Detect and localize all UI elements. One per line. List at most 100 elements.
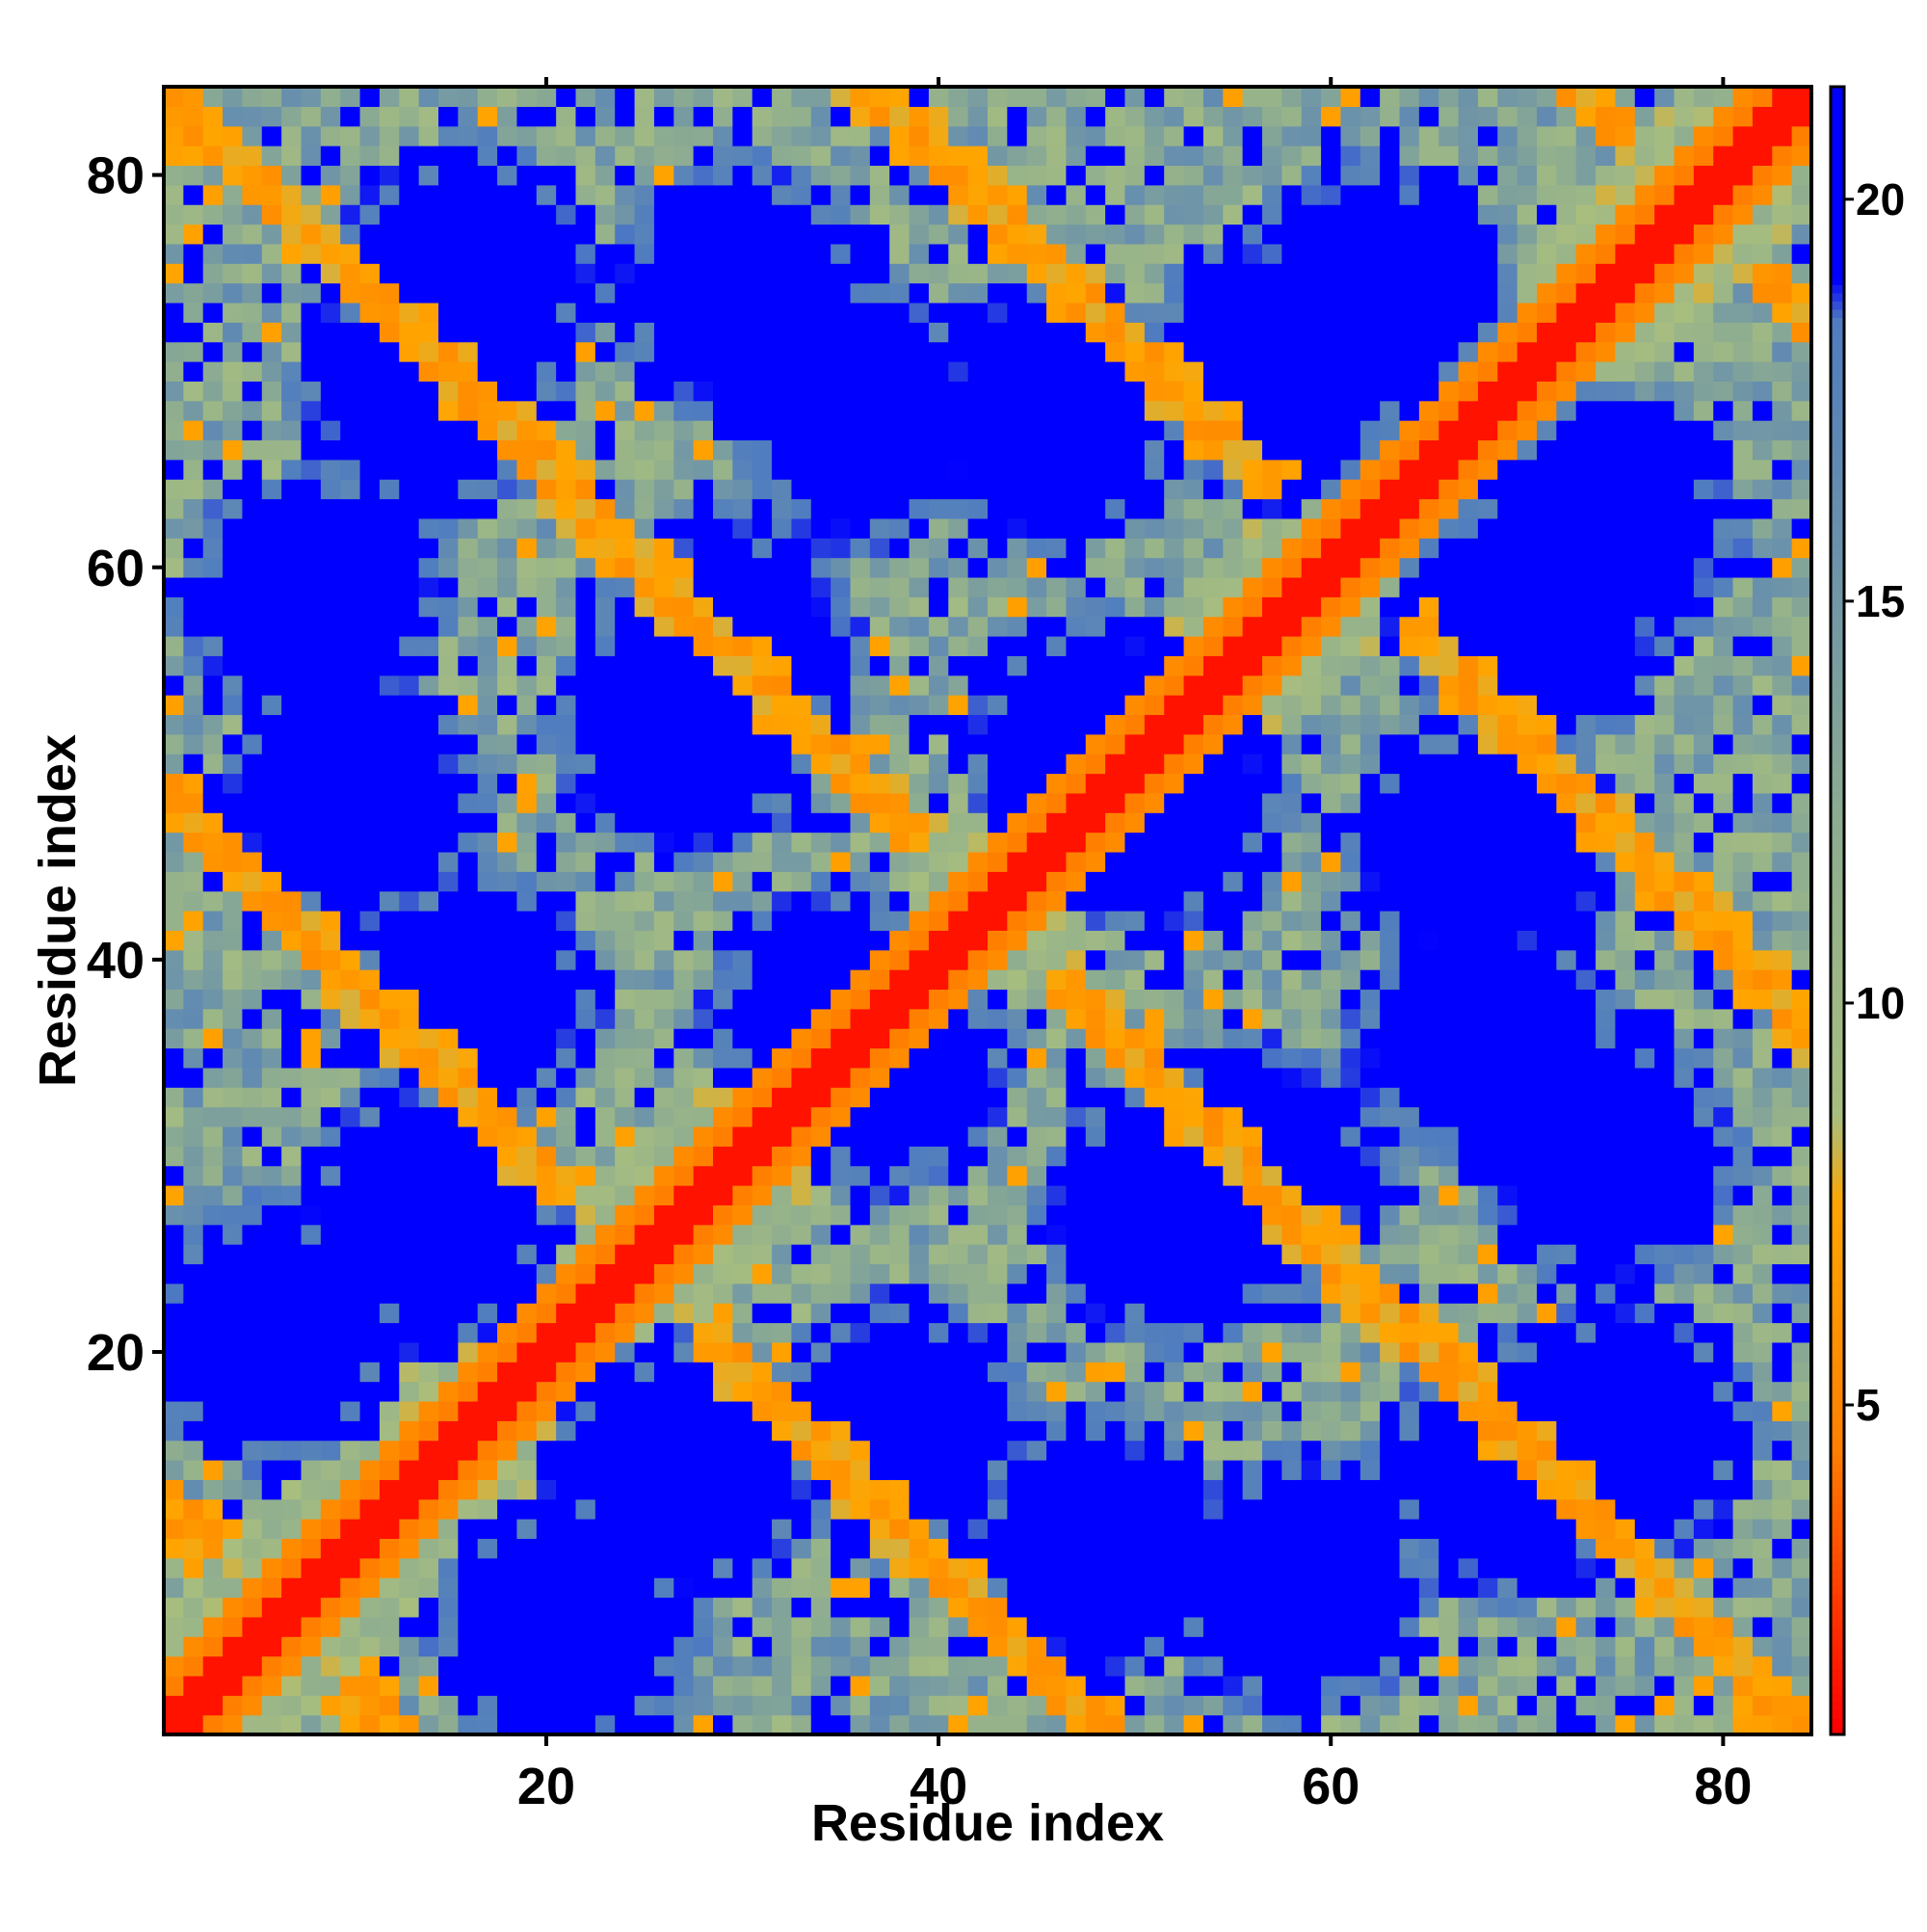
heatmap-cell <box>1321 1244 1342 1265</box>
heatmap-cell <box>183 479 204 500</box>
heatmap-cell <box>869 479 890 500</box>
heatmap-cell <box>418 479 439 500</box>
heatmap-cell <box>772 420 793 441</box>
heatmap-cell <box>320 1146 341 1167</box>
heatmap-cell <box>909 361 930 382</box>
heatmap-cell <box>713 576 733 597</box>
heatmap-cell <box>988 420 1008 441</box>
heatmap-cell <box>1105 1714 1126 1735</box>
heatmap-cell <box>359 636 381 656</box>
heatmap-cell <box>1321 1028 1342 1049</box>
heatmap-cell <box>810 1146 832 1167</box>
heatmap-cell <box>359 576 381 597</box>
heatmap-cell <box>183 184 204 205</box>
heatmap-cell <box>261 1636 282 1657</box>
heatmap-cell <box>772 832 793 853</box>
heatmap-cell <box>223 243 244 264</box>
heatmap-cell <box>967 1185 989 1205</box>
heatmap-cell <box>1085 1577 1106 1599</box>
heatmap-cell <box>869 420 890 441</box>
heatmap-cell <box>1301 1244 1322 1265</box>
heatmap-cell <box>928 1008 949 1029</box>
heatmap-cell <box>1085 1047 1106 1069</box>
heatmap-cell <box>791 576 812 597</box>
heatmap-cell <box>320 969 341 991</box>
heatmap-cell <box>242 969 263 991</box>
heatmap-cell <box>850 1616 871 1637</box>
heatmap-cell <box>1046 498 1068 519</box>
heatmap-cell <box>967 1498 989 1520</box>
heatmap-cell <box>477 1597 498 1618</box>
heatmap-cell <box>379 282 400 304</box>
heatmap-cell <box>1007 224 1028 245</box>
heatmap-cell <box>516 184 538 205</box>
heatmap-cell <box>202 1714 224 1735</box>
heatmap-cell <box>164 1087 184 1108</box>
heatmap-cell <box>1066 263 1087 284</box>
heatmap-cell <box>850 538 871 559</box>
heatmap-cell <box>320 263 341 284</box>
heatmap-cell <box>261 1263 282 1284</box>
heatmap-cell <box>556 106 577 127</box>
heatmap-cell <box>261 911 282 931</box>
heatmap-cell <box>889 1204 911 1226</box>
heatmap-cell <box>379 165 400 186</box>
heatmap-cell <box>791 557 812 578</box>
heatmap-cell <box>1085 146 1106 167</box>
heatmap-cell <box>673 1519 695 1540</box>
heatmap-cell <box>634 263 655 284</box>
heatmap-cell <box>1066 224 1087 245</box>
heatmap-cell <box>909 1146 930 1167</box>
heatmap-cell <box>359 439 381 461</box>
heatmap-cell <box>1026 1519 1047 1540</box>
heatmap-cell <box>261 106 282 127</box>
heatmap-cell <box>634 695 655 716</box>
heatmap-cell <box>1066 832 1087 853</box>
heatmap-cell <box>948 812 969 834</box>
heatmap-cell <box>1046 439 1068 461</box>
heatmap-cell <box>1262 1714 1282 1735</box>
heatmap-cell <box>242 1460 263 1480</box>
heatmap-cell <box>869 1341 890 1363</box>
heatmap-cell <box>889 930 911 951</box>
heatmap-cell <box>399 1636 420 1657</box>
heatmap-cell <box>1281 184 1303 205</box>
heatmap-cell <box>653 655 674 676</box>
heatmap-cell <box>301 989 322 1010</box>
heatmap-cell <box>202 1498 224 1520</box>
heatmap-cell <box>536 714 557 735</box>
heatmap-cell <box>831 1695 852 1716</box>
heatmap-cell <box>752 930 773 951</box>
heatmap-cell <box>1281 1577 1303 1599</box>
heatmap-cell <box>497 655 518 676</box>
heatmap-cell <box>869 812 890 834</box>
heatmap-cell <box>202 949 224 970</box>
heatmap-cell <box>713 1341 733 1363</box>
heatmap-cell <box>320 1420 341 1442</box>
heatmap-cell <box>772 538 793 559</box>
heatmap-cell <box>261 1087 282 1108</box>
heatmap-cell <box>1281 1263 1303 1284</box>
heatmap-cell <box>261 557 282 578</box>
heatmap-cell <box>1242 1106 1263 1127</box>
heatmap-cell <box>281 1479 303 1500</box>
heatmap-cell <box>713 1381 733 1402</box>
heatmap-cell <box>869 930 890 951</box>
heatmap-cell <box>301 1675 322 1696</box>
heatmap-cell <box>340 695 361 716</box>
heatmap-cell <box>1281 576 1303 597</box>
heatmap-cell <box>1007 1538 1028 1559</box>
heatmap-cell <box>261 1185 282 1205</box>
heatmap-cell <box>615 439 636 461</box>
heatmap-cell <box>928 1087 949 1108</box>
heatmap-cell <box>850 1341 871 1363</box>
heatmap-cell <box>1202 400 1224 421</box>
heatmap-cell <box>438 792 459 813</box>
heatmap-cell <box>516 596 538 618</box>
heatmap-cell <box>477 224 498 245</box>
heatmap-cell <box>653 773 674 794</box>
heatmap-cell <box>1066 1381 1087 1402</box>
heatmap-cell <box>438 1204 459 1226</box>
heatmap-cell <box>772 282 793 304</box>
heatmap-cell <box>438 1616 459 1637</box>
